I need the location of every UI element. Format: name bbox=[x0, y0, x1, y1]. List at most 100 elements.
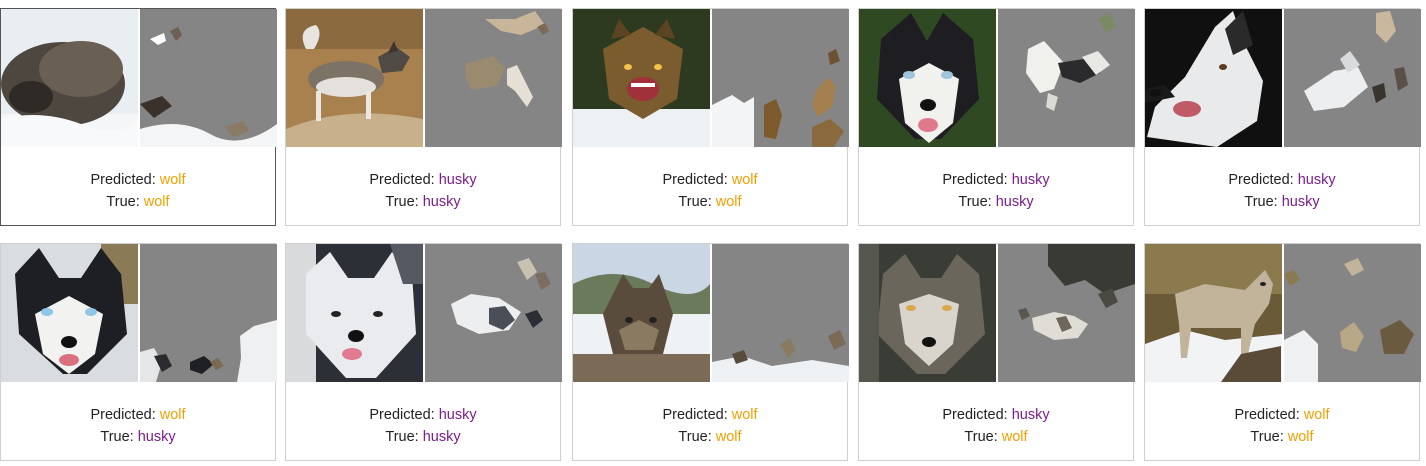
predicted-line: Predicted: husky bbox=[286, 169, 560, 191]
image-pair bbox=[573, 244, 849, 382]
image-pair bbox=[1, 244, 277, 382]
true-class: wolf bbox=[715, 194, 742, 210]
true-label: True: bbox=[385, 194, 423, 210]
true-line: True: husky bbox=[1, 426, 275, 448]
predicted-label: Predicted: bbox=[90, 407, 160, 423]
prediction-card[interactable]: Predicted: wolf True: wolf bbox=[1144, 243, 1421, 461]
true-class: husky bbox=[137, 429, 176, 445]
original-photo bbox=[573, 244, 710, 382]
true-label: True: bbox=[678, 429, 716, 445]
original-photo bbox=[859, 9, 996, 147]
predicted-line: Predicted: husky bbox=[859, 169, 1133, 191]
original-photo bbox=[1145, 9, 1282, 147]
original-photo bbox=[1145, 244, 1282, 382]
predicted-label: Predicted: bbox=[369, 407, 439, 423]
true-class: wolf bbox=[715, 429, 742, 445]
explanation-mask bbox=[1284, 244, 1421, 382]
card-caption: Predicted: husky True: husky bbox=[1145, 169, 1419, 213]
predicted-line: Predicted: wolf bbox=[1145, 404, 1419, 426]
predicted-class: husky bbox=[1011, 172, 1050, 188]
prediction-card[interactable]: Predicted: husky True: husky bbox=[285, 8, 562, 226]
explanation-mask bbox=[712, 244, 849, 382]
predicted-class: wolf bbox=[159, 407, 186, 423]
predicted-class: wolf bbox=[731, 407, 758, 423]
predicted-label: Predicted: bbox=[1228, 172, 1298, 188]
explanation-mask bbox=[425, 9, 562, 147]
true-label: True: bbox=[106, 194, 144, 210]
true-line: True: wolf bbox=[1, 191, 275, 213]
predicted-class: husky bbox=[1297, 172, 1336, 188]
predicted-label: Predicted: bbox=[662, 172, 732, 188]
image-pair bbox=[859, 9, 1135, 147]
image-pair bbox=[1, 9, 277, 147]
predicted-label: Predicted: bbox=[942, 407, 1012, 423]
true-line: True: wolf bbox=[573, 191, 847, 213]
prediction-card[interactable]: Predicted: husky True: husky bbox=[858, 8, 1135, 226]
true-class: husky bbox=[995, 194, 1034, 210]
prediction-card[interactable]: Predicted: wolf True: wolf bbox=[0, 8, 277, 226]
true-line: True: wolf bbox=[1145, 426, 1419, 448]
explanation-mask bbox=[998, 9, 1135, 147]
true-label: True: bbox=[385, 429, 423, 445]
prediction-card[interactable]: Predicted: wolf True: wolf bbox=[572, 243, 849, 461]
prediction-card[interactable]: Predicted: husky True: wolf bbox=[858, 243, 1135, 461]
original-photo bbox=[573, 9, 710, 147]
predicted-line: Predicted: husky bbox=[1145, 169, 1419, 191]
image-pair bbox=[1145, 9, 1421, 147]
true-class: husky bbox=[422, 194, 461, 210]
predicted-label: Predicted: bbox=[1234, 407, 1304, 423]
image-pair bbox=[1145, 244, 1421, 382]
image-pair bbox=[286, 9, 562, 147]
true-label: True: bbox=[964, 429, 1002, 445]
true-line: True: husky bbox=[1145, 191, 1419, 213]
true-line: True: husky bbox=[286, 191, 560, 213]
predicted-label: Predicted: bbox=[90, 172, 160, 188]
explanation-mask bbox=[140, 9, 277, 147]
true-class: wolf bbox=[1001, 429, 1028, 445]
predicted-line: Predicted: wolf bbox=[1, 404, 275, 426]
predicted-class: wolf bbox=[731, 172, 758, 188]
explanation-mask bbox=[712, 9, 849, 147]
predicted-line: Predicted: husky bbox=[859, 404, 1133, 426]
predicted-label: Predicted: bbox=[662, 407, 732, 423]
true-label: True: bbox=[1250, 429, 1288, 445]
predicted-line: Predicted: wolf bbox=[573, 169, 847, 191]
predicted-class: husky bbox=[438, 172, 477, 188]
true-class: wolf bbox=[143, 194, 170, 210]
predicted-label: Predicted: bbox=[369, 172, 439, 188]
image-pair bbox=[859, 244, 1135, 382]
original-photo bbox=[1, 9, 138, 147]
card-caption: Predicted: husky True: wolf bbox=[859, 404, 1133, 448]
card-caption: Predicted: husky True: husky bbox=[859, 169, 1133, 213]
true-class: wolf bbox=[1287, 429, 1314, 445]
true-class: husky bbox=[422, 429, 461, 445]
card-caption: Predicted: wolf True: wolf bbox=[573, 169, 847, 213]
explanation-mask bbox=[425, 244, 562, 382]
card-caption: Predicted: husky True: husky bbox=[286, 169, 560, 213]
predicted-class: husky bbox=[438, 407, 477, 423]
card-caption: Predicted: wolf True: husky bbox=[1, 404, 275, 448]
card-caption: Predicted: wolf True: wolf bbox=[573, 404, 847, 448]
prediction-card[interactable]: Predicted: husky True: husky bbox=[1144, 8, 1421, 226]
original-photo bbox=[286, 9, 423, 147]
true-line: True: wolf bbox=[859, 426, 1133, 448]
image-pair bbox=[573, 9, 849, 147]
predicted-label: Predicted: bbox=[942, 172, 1012, 188]
true-class: husky bbox=[1281, 194, 1320, 210]
explanation-mask bbox=[998, 244, 1135, 382]
predicted-class: wolf bbox=[1303, 407, 1330, 423]
original-photo bbox=[1, 244, 138, 382]
explanation-mask bbox=[140, 244, 277, 382]
predicted-line: Predicted: wolf bbox=[573, 404, 847, 426]
explanation-mask bbox=[1284, 9, 1421, 147]
true-label: True: bbox=[678, 194, 716, 210]
image-pair bbox=[286, 244, 562, 382]
true-line: True: husky bbox=[286, 426, 560, 448]
true-label: True: bbox=[100, 429, 138, 445]
prediction-card[interactable]: Predicted: wolf True: wolf bbox=[572, 8, 849, 226]
original-photo bbox=[859, 244, 996, 382]
true-line: True: wolf bbox=[573, 426, 847, 448]
predicted-line: Predicted: husky bbox=[286, 404, 560, 426]
prediction-card[interactable]: Predicted: wolf True: husky bbox=[0, 243, 277, 461]
prediction-card[interactable]: Predicted: husky True: husky bbox=[285, 243, 562, 461]
